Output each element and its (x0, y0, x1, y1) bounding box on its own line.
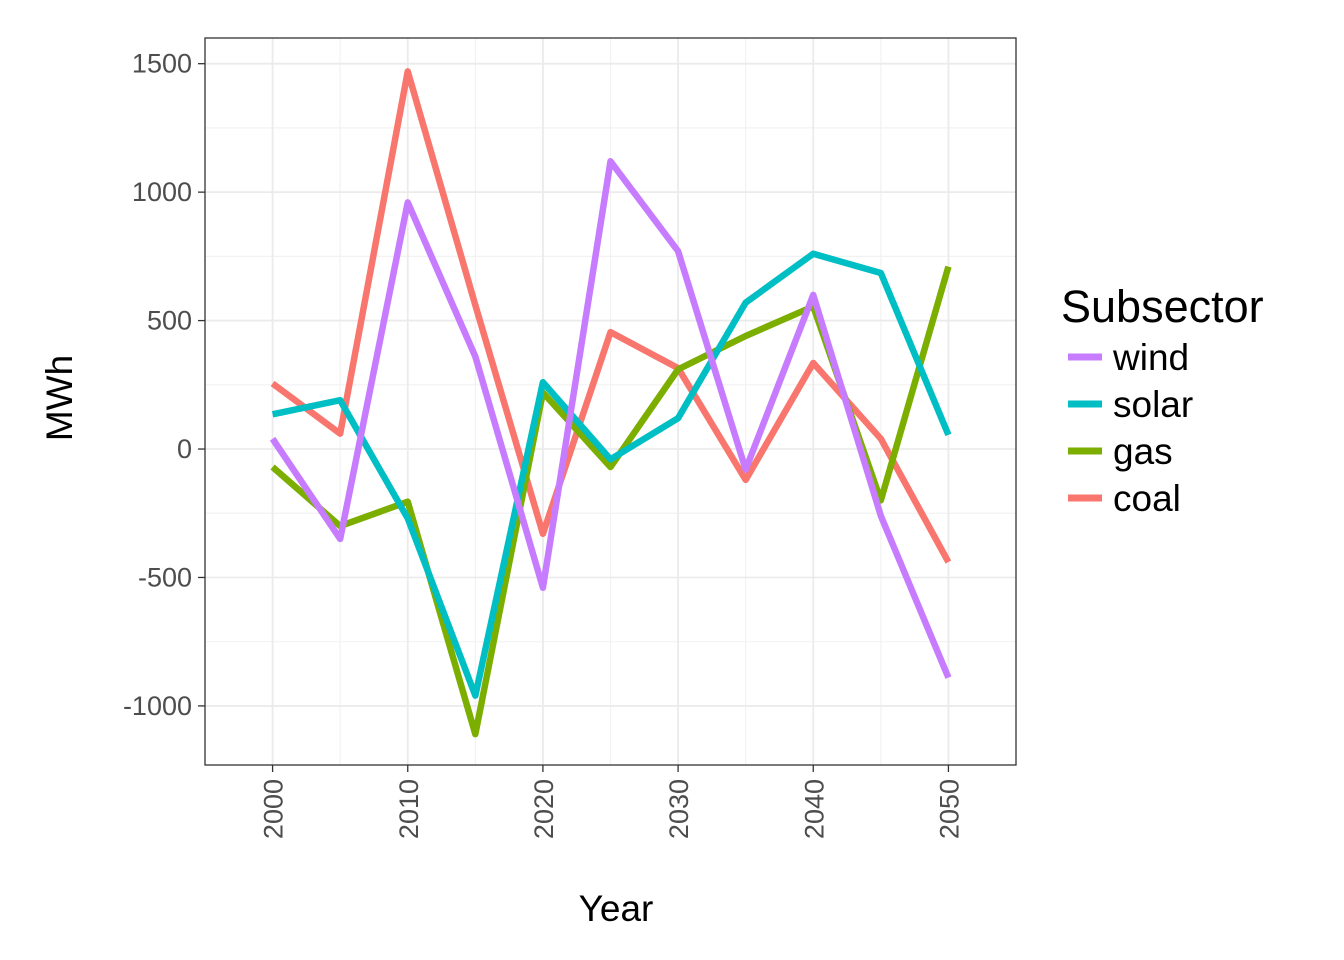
y-tick-label: 1000 (132, 177, 192, 207)
y-tick-label: 0 (177, 434, 192, 464)
legend: Subsector wind solar gas coal (1061, 281, 1264, 519)
gridlines (205, 38, 1016, 765)
legend-label-gas: gas (1113, 431, 1173, 472)
y-axis-title: MWh (39, 355, 80, 441)
series-line-coal (270, 68, 952, 564)
series-line-solar (271, 250, 952, 699)
x-tick-label: 2010 (394, 779, 424, 839)
series-line-wind (269, 158, 952, 679)
x-axis: 2000 2010 2020 2030 2040 2050 (259, 765, 964, 839)
y-axis: 1500 1000 500 0 -500 -1000 (123, 49, 205, 721)
x-tick-label: 2050 (934, 779, 964, 839)
x-axis-title: Year (579, 888, 654, 929)
legend-label-wind: wind (1112, 337, 1189, 378)
legend-label-coal: coal (1113, 478, 1181, 519)
y-tick-label: -1000 (123, 691, 192, 721)
y-tick-label: 1500 (132, 49, 192, 79)
y-tick-label: 500 (147, 306, 192, 336)
legend-label-solar: solar (1113, 384, 1193, 425)
plot-border (204, 37, 1017, 766)
x-tick-label: 2040 (799, 779, 829, 839)
y-tick-label: -500 (138, 562, 192, 592)
series-lines (269, 68, 952, 738)
x-tick-label: 2030 (664, 779, 694, 839)
x-tick-label: 2000 (259, 779, 289, 839)
legend-title: Subsector (1061, 281, 1264, 332)
x-tick-label: 2020 (529, 779, 559, 839)
